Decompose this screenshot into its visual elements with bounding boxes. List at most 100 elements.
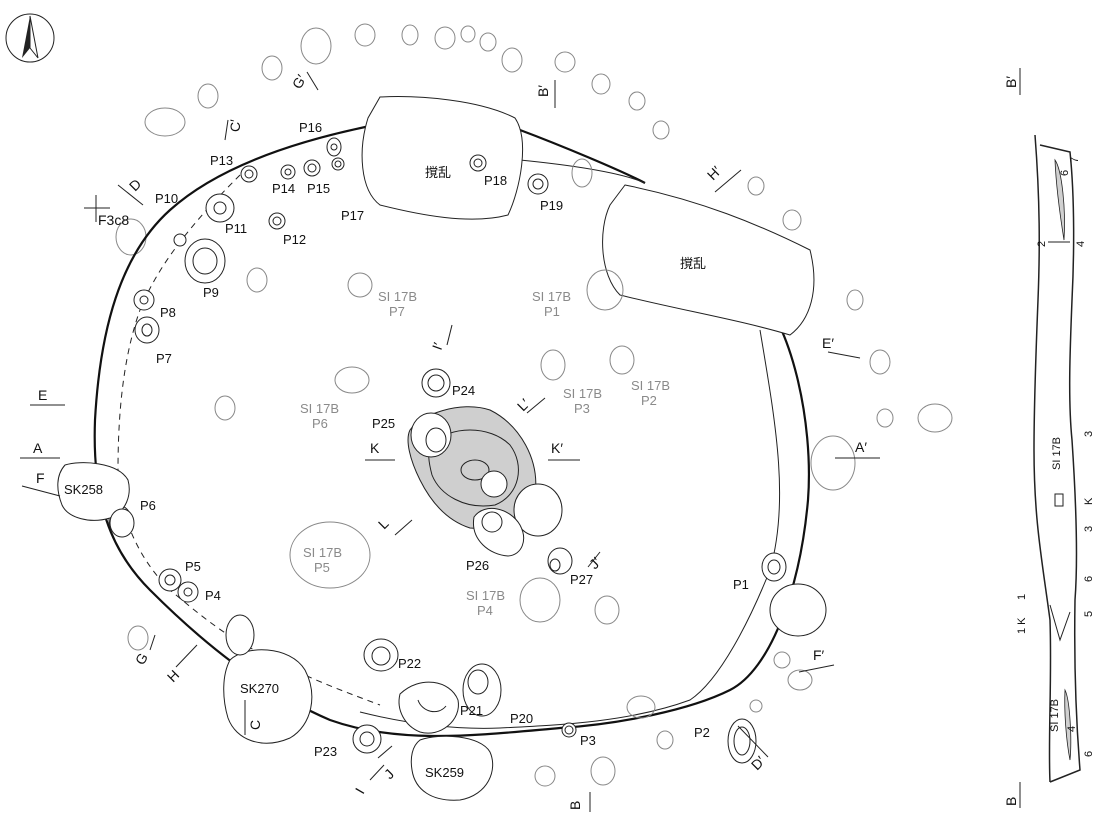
section-label-j: J	[381, 766, 397, 782]
svg-text:P4: P4	[477, 603, 493, 618]
svg-text:6: 6	[1083, 751, 1095, 757]
label-p20: P20	[510, 711, 533, 726]
label-p24: P24	[452, 383, 475, 398]
sk-labels: SK258 SK270 SK259	[64, 482, 464, 780]
label-p7: P7	[156, 351, 172, 366]
svg-text:P5: P5	[314, 560, 330, 575]
svg-text:SI 17B: SI 17B	[300, 401, 339, 416]
grid-marker: F3c8	[84, 195, 129, 228]
svg-text:SI 17B: SI 17B	[466, 588, 505, 603]
label-p9: P9	[203, 285, 219, 300]
sk270-outline	[223, 649, 313, 744]
svg-text:P2: P2	[641, 393, 657, 408]
label-p4: P4	[205, 588, 221, 603]
section-label-a-prime: A′	[855, 439, 867, 455]
svg-text:3: 3	[1083, 431, 1095, 437]
svg-text:P1: P1	[544, 304, 560, 319]
section-label-l: L	[375, 515, 392, 532]
svg-text:4: 4	[1066, 726, 1078, 732]
label-p11: P11	[225, 221, 247, 236]
svg-text:1: 1	[1016, 594, 1028, 600]
svg-text:2: 2	[1036, 241, 1048, 247]
svg-text:SI 17B: SI 17B	[378, 289, 417, 304]
label-sk258: SK258	[64, 482, 103, 497]
label-p18: P18	[484, 173, 507, 188]
label-p22: P22	[398, 656, 421, 671]
disturbance-area-1	[361, 96, 524, 220]
pit-labels: P1 P2 P3 P4 P5 P6 P7 P8 P9 P10 P11 P12 P…	[140, 120, 749, 759]
section-ticks	[20, 71, 880, 812]
label-p10: P10	[155, 191, 178, 206]
section-profile: B′ B 7 6 4 2 3 K 3 6 5 1 1 K 6 4 SI 17B …	[1003, 68, 1095, 808]
svg-text:P7: P7	[389, 304, 405, 319]
label-p14: P14	[272, 181, 295, 196]
section-label-h: H	[164, 667, 182, 685]
sk258-outline	[57, 462, 130, 521]
profile-bottom-label: B	[1003, 797, 1019, 806]
older-si-outlines	[246, 158, 656, 719]
pit-outline	[93, 123, 810, 738]
label-p27: P27	[570, 572, 593, 587]
section-label-d: D	[126, 176, 144, 194]
label-p13: P13	[210, 153, 233, 168]
section-label-l-prime: L′	[514, 395, 533, 414]
profile-si-label-2: SI 17B	[1049, 699, 1061, 732]
svg-text:1 K: 1 K	[1016, 617, 1028, 634]
disturbance-area-2	[602, 184, 815, 336]
pit-p21	[398, 681, 459, 734]
label-p26: P26	[466, 558, 489, 573]
section-label-e: E	[38, 387, 47, 403]
section-label-f: F	[36, 470, 45, 486]
label-p21: P21	[460, 703, 483, 718]
profile-top-label: B′	[1003, 76, 1019, 88]
label-p5: P5	[185, 559, 201, 574]
section-label-g-prime: G′	[289, 71, 310, 91]
section-label-c-prime: C′	[227, 119, 243, 132]
svg-text:SI 17B: SI 17B	[303, 545, 342, 560]
svg-text:P6: P6	[312, 416, 328, 431]
section-label-j-prime: J′	[586, 554, 604, 572]
label-p23: P23	[314, 744, 337, 759]
section-label-b-prime: B′	[535, 85, 551, 97]
label-p6: P6	[140, 498, 156, 513]
section-label-e-prime: E′	[822, 335, 834, 351]
svg-text:SI 17B: SI 17B	[631, 378, 670, 393]
label-sk270: SK270	[240, 681, 279, 696]
label-p12: P12	[283, 232, 306, 247]
grid-label: F3c8	[98, 212, 129, 228]
section-label-i-prime: I′	[429, 340, 446, 352]
svg-text:3: 3	[1083, 526, 1095, 532]
north-arrow-icon	[5, 13, 55, 63]
section-label-f-prime: F′	[813, 647, 825, 663]
older-si-labels: SI 17B P1 SI 17B P2 SI 17B P3 SI 17B P4 …	[300, 289, 670, 618]
label-p16: P16	[299, 120, 322, 135]
pit-outline-east	[519, 128, 646, 184]
svg-text:SI 17B: SI 17B	[563, 386, 602, 401]
label-p25: P25	[372, 416, 395, 431]
label-p17: P17	[341, 208, 364, 223]
label-sk259: SK259	[425, 765, 464, 780]
section-label-a: A	[33, 440, 43, 456]
sk-pits	[57, 462, 827, 801]
label-p19: P19	[540, 198, 563, 213]
sk259-outline	[410, 735, 494, 801]
section-label-h-prime: H′	[704, 163, 725, 184]
outer-postholes	[115, 23, 953, 787]
svg-text:K: K	[1083, 497, 1095, 505]
label-p8: P8	[160, 305, 176, 320]
svg-text:6: 6	[1083, 576, 1095, 582]
pits	[108, 137, 787, 764]
svg-text:4: 4	[1075, 241, 1087, 247]
disturbance-label-1: 撹乱	[425, 165, 451, 180]
svg-text:SI 17B: SI 17B	[532, 289, 571, 304]
section-label-i: I	[352, 785, 368, 796]
section-label-k: K	[370, 440, 380, 456]
label-p2: P2	[694, 725, 710, 740]
disturbance-label-2: 撹乱	[680, 256, 706, 271]
svg-text:7: 7	[1069, 157, 1081, 163]
pit-p10	[173, 233, 187, 247]
svg-text:P3: P3	[574, 401, 590, 416]
section-label-b: B	[567, 801, 583, 810]
profile-si-label-1: SI 17B	[1051, 437, 1063, 470]
